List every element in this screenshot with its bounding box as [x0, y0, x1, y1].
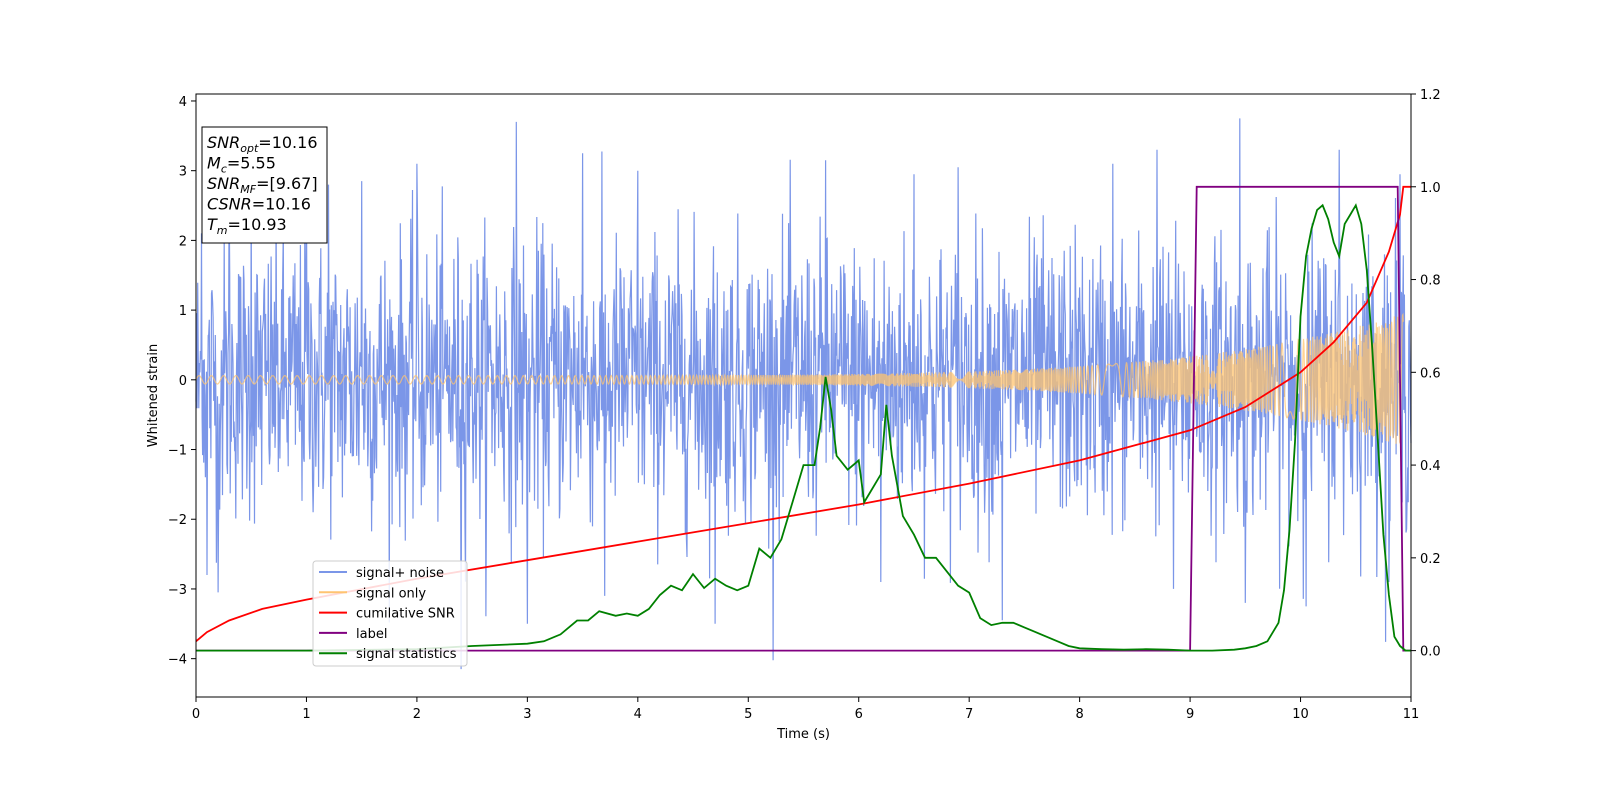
left-y-axis: −4 −3 −2 −1 0 1 2 3 4: [168, 95, 196, 668]
x-tick-label: 5: [744, 707, 752, 722]
x-tick-label: 4: [634, 707, 642, 722]
annotation-line: CSNR=10.16: [207, 195, 311, 214]
legend: signal+ noise signal only cumilative SNR la…: [312, 560, 468, 667]
x-tick-label: 11: [1403, 707, 1420, 722]
annotation-line: SNRopt=10.16: [207, 133, 318, 155]
right-axis-series: [195, 185, 1411, 652]
x-tick-label: 2: [413, 707, 421, 722]
right-y-tick-label: 0.4: [1420, 459, 1441, 474]
left-y-tick-label: 0: [179, 374, 187, 389]
signal-plus-noise-series: [195, 118, 1412, 670]
plot-frame: [195, 93, 1412, 698]
left-y-tick-label: −1: [168, 444, 187, 459]
legend-entry-label: signal+ noise: [356, 566, 444, 581]
x-axis: 0 1 2 3 4 5 6 7 8 9 10 11: [192, 697, 1419, 722]
annotation-line: Mc=5.55: [207, 154, 276, 176]
x-tick-label: 8: [1075, 707, 1083, 722]
plot-area: [195, 118, 1412, 670]
left-y-tick-label: −2: [168, 513, 187, 528]
legend-entry-label: label: [356, 627, 387, 642]
legend-entry-label: cumilative SNR: [356, 607, 455, 622]
left-y-tick-label: 1: [179, 304, 187, 319]
x-tick-label: 0: [192, 707, 200, 722]
left-y-tick-label: 3: [179, 165, 187, 180]
x-tick-label: 1: [302, 707, 310, 722]
annotation-frame: [201, 126, 328, 244]
left-y-tick-label: −3: [168, 583, 187, 598]
x-axis-title: Time (s): [776, 727, 830, 742]
x-tick-label: 3: [523, 707, 531, 722]
legend-entry-label: signal only: [356, 586, 426, 601]
right-y-tick-label: 0.2: [1420, 552, 1441, 567]
signal-plus-noise-line: [195, 118, 1412, 670]
x-tick-label: 9: [1186, 707, 1194, 722]
annotation-line: Tm=10.93: [207, 215, 287, 237]
annotation-box: SNRopt=10.16Mc=5.55SNRMF=[9.67]CSNR=10.1…: [201, 126, 328, 244]
left-y-tick-label: 4: [179, 95, 187, 110]
right-y-axis: 0.0 0.2 0.4 0.6 0.8 1.0 1.2: [1411, 88, 1441, 660]
signal-only-line: [195, 312, 1404, 444]
right-y-tick-label: 0.6: [1420, 366, 1441, 381]
x-tick-label: 10: [1292, 707, 1309, 722]
y-axis-title: Whitened strain: [146, 344, 161, 447]
right-y-tick-label: 0.8: [1420, 274, 1441, 289]
x-tick-label: 6: [855, 707, 863, 722]
x-tick-label: 7: [965, 707, 973, 722]
cumulative-snr-line: [195, 185, 1411, 642]
right-y-tick-label: 0.0: [1420, 645, 1441, 660]
left-y-tick-label: 2: [179, 234, 187, 249]
left-y-tick-label: −4: [168, 653, 187, 668]
signal-only-series: [195, 312, 1404, 444]
annotation-line: SNRMF=[9.67]: [207, 174, 318, 196]
legend-entry-label: signal statistics: [356, 647, 457, 662]
legend-frame: [312, 560, 468, 667]
right-y-tick-label: 1.0: [1420, 181, 1441, 196]
signal-statistics-line: [196, 203, 1411, 652]
right-y-tick-label: 1.2: [1420, 88, 1441, 103]
